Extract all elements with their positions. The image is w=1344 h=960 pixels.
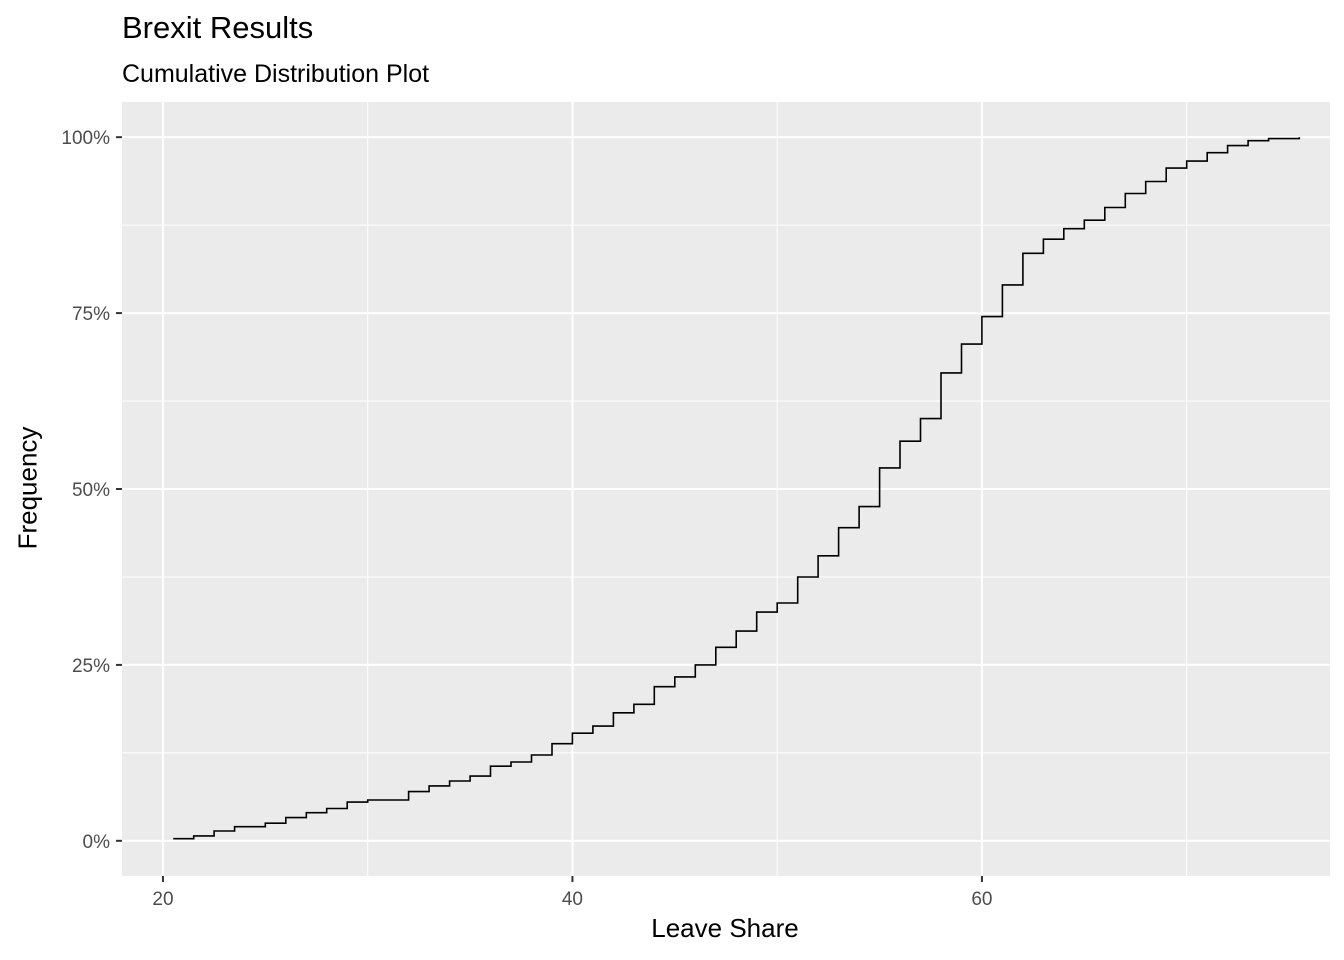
chart-subtitle: Cumulative Distribution Plot: [122, 60, 430, 88]
y-axis-label: Frequency: [12, 426, 43, 550]
y-tick-label: 50%: [72, 480, 110, 501]
y-tick-label: 0%: [83, 832, 111, 853]
y-tick-label: 100%: [61, 128, 110, 149]
cdf-step-line: [173, 137, 1301, 840]
x-tick-label: 40: [562, 889, 583, 910]
x-axis-label: Leave Share: [651, 913, 799, 943]
chart-title: Brexit Results: [122, 10, 314, 45]
x-tick-label: 60: [971, 889, 992, 910]
x-tick-label: 20: [152, 889, 173, 910]
y-tick-label: 75%: [72, 304, 110, 325]
y-tick-label: 25%: [72, 656, 110, 677]
